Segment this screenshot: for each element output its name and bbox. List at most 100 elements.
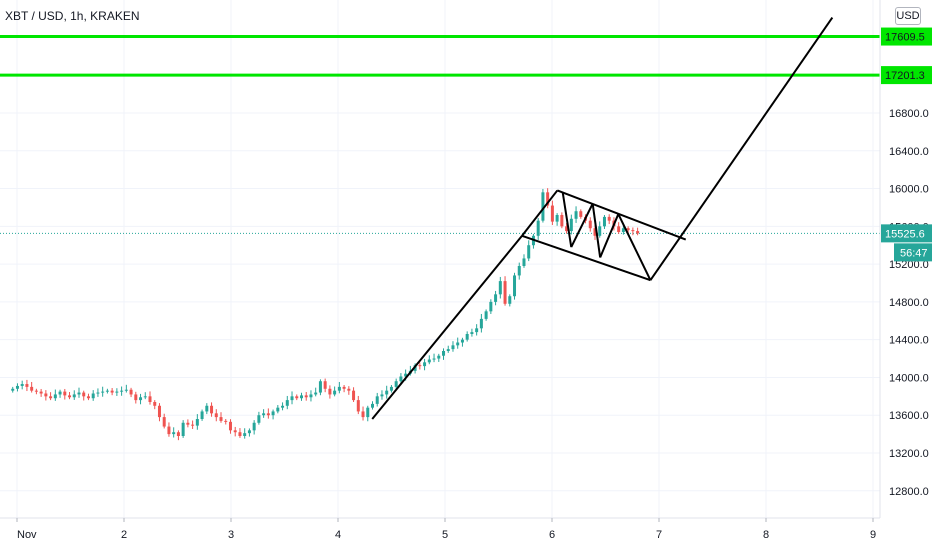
candle-body	[186, 422, 190, 425]
horizontal-levels[interactable]	[0, 35, 880, 77]
candle-body	[243, 433, 247, 436]
candle-body	[77, 392, 81, 395]
candle-body	[569, 218, 573, 232]
candle-body	[579, 211, 583, 217]
time-tick-label: 7	[656, 529, 662, 541]
candle-body	[299, 395, 303, 399]
candle-body	[44, 393, 48, 397]
candle-body	[394, 381, 398, 387]
candle-body	[588, 220, 592, 229]
trend-line	[521, 189, 559, 237]
candle-body	[72, 394, 76, 398]
candle-body	[503, 281, 507, 304]
candle-body	[536, 220, 540, 236]
currency-button[interactable]: USD	[895, 7, 921, 25]
candle-body	[475, 328, 479, 333]
candle-body	[257, 415, 261, 423]
candle-body	[153, 402, 157, 406]
candle-body	[39, 391, 43, 394]
candle-body	[607, 216, 611, 221]
level-label-bg	[881, 27, 932, 46]
candle-body	[404, 373, 408, 377]
trend-line	[617, 213, 652, 281]
time-tick-label: 5	[442, 529, 448, 541]
candle-body	[626, 228, 630, 231]
candle-body	[456, 342, 460, 346]
candle-body	[541, 192, 545, 221]
candle-body	[479, 318, 483, 329]
candle-body	[484, 311, 488, 319]
candle-body	[15, 385, 19, 389]
candle-body	[352, 390, 356, 401]
candle-body	[30, 386, 34, 391]
candle-body	[219, 417, 223, 421]
price-tick-label: 12800.0	[889, 486, 929, 498]
countdown-bg	[894, 243, 932, 262]
candle-body	[489, 301, 493, 312]
candle-body	[565, 226, 569, 232]
candle-body	[58, 391, 62, 395]
candle-body	[148, 396, 152, 402]
price-tick-label: 14800.0	[889, 297, 929, 309]
price-tick-label: 13600.0	[889, 410, 929, 422]
candle-body	[617, 226, 621, 232]
candle-body	[91, 393, 95, 399]
candle-body	[314, 392, 318, 395]
candle-body	[134, 394, 138, 401]
time-axis[interactable]: Nov 2 3 4 5 6 7 8 9	[16, 518, 876, 541]
trend-line	[561, 192, 573, 248]
candle-body	[266, 413, 270, 416]
candle-body	[442, 351, 446, 356]
candle-body	[342, 386, 346, 389]
candle-body	[86, 396, 90, 399]
candle-body	[498, 281, 502, 295]
candle-body	[370, 403, 374, 408]
candle-body	[228, 421, 232, 431]
candle-body	[423, 362, 427, 367]
trend-line	[591, 203, 602, 258]
candle-body	[195, 419, 199, 426]
candle-body	[375, 396, 379, 404]
candle-body	[427, 359, 431, 363]
candle-body	[191, 424, 195, 426]
candle-body	[262, 413, 266, 416]
candle-body	[560, 215, 564, 227]
candle-body	[233, 430, 237, 433]
candle-body	[252, 422, 256, 431]
candle-body	[437, 355, 441, 359]
symbol-title: XBT / USD, 1h, KRAKEN	[5, 9, 140, 23]
candle-body	[124, 389, 128, 391]
candle-body	[68, 395, 72, 398]
candle-body	[494, 294, 498, 302]
candle-body	[247, 430, 251, 434]
last-price-value: 15525.6	[885, 228, 925, 240]
candle-body	[527, 245, 531, 259]
time-tick-label: 6	[549, 529, 555, 541]
candle-body	[115, 391, 119, 393]
candle-body	[418, 365, 422, 367]
candle-body	[465, 334, 469, 340]
trend-line	[599, 213, 620, 258]
candle-body	[517, 266, 521, 276]
candle-body	[328, 388, 332, 395]
candle-body	[143, 396, 147, 398]
trend-line	[556, 189, 687, 241]
candle-body	[460, 339, 464, 343]
price-axis[interactable]: 12800.0 13200.0 13600.0 14000.0 14400.0 14800…	[889, 108, 929, 498]
candle-body	[550, 205, 554, 222]
price-tick-label: 13200.0	[889, 448, 929, 460]
candle-body	[224, 420, 228, 422]
last-price-bg	[881, 224, 932, 243]
trend-line	[521, 234, 651, 282]
candle-body	[385, 390, 389, 395]
candle-body	[82, 392, 86, 397]
candle-body	[120, 390, 124, 392]
candle-body	[285, 400, 289, 406]
candle-body	[172, 432, 176, 435]
candle-body	[20, 384, 24, 386]
pattern-drawings[interactable]	[371, 17, 834, 420]
candle-body	[101, 391, 105, 393]
candles	[11, 188, 640, 441]
candle-body	[470, 332, 474, 334]
